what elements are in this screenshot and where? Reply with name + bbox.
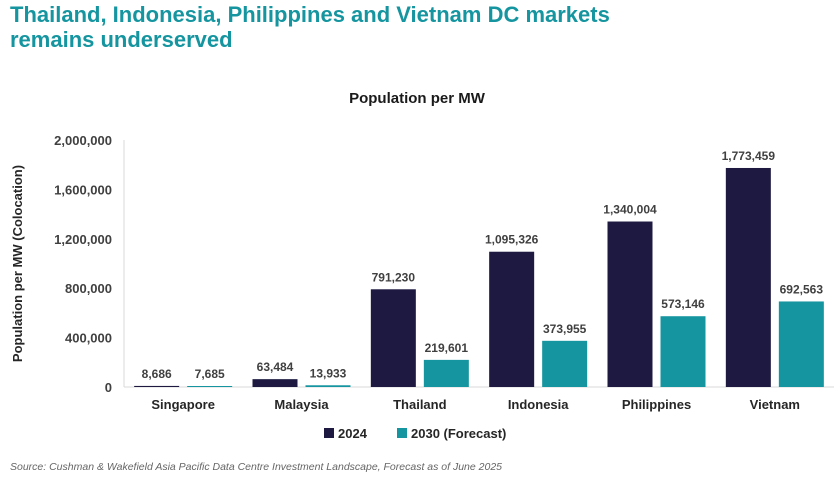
bar-2024-thailand xyxy=(370,289,416,387)
x-tick-label: Indonesia xyxy=(508,397,569,412)
headline-line-1: Thailand, Indonesia, Philippines and Vie… xyxy=(10,2,610,27)
y-tick-label: 1,200,000 xyxy=(54,232,112,247)
bar-2030-malaysia xyxy=(305,385,351,387)
bar-2024-malaysia xyxy=(252,379,298,387)
bar-value-label: 8,686 xyxy=(142,367,172,381)
bar-2030-vietnam xyxy=(778,301,824,387)
bar-2030-singapore xyxy=(187,386,233,387)
legend-swatch xyxy=(324,428,334,438)
x-tick-label: Malaysia xyxy=(274,397,329,412)
y-tick-label: 1,600,000 xyxy=(54,182,112,197)
bar-2030-philippines xyxy=(660,316,706,387)
bar-2024-singapore xyxy=(134,385,180,387)
bar-2030-thailand xyxy=(423,359,469,387)
headline: Thailand, Indonesia, Philippines and Vie… xyxy=(10,2,810,52)
y-axis-title: Population per MW (Colocation) xyxy=(10,165,25,362)
bar-2030-indonesia xyxy=(542,340,588,387)
bar-value-label: 1,340,004 xyxy=(603,203,657,217)
bar-value-label: 1,773,459 xyxy=(722,149,776,163)
y-tick-label: 2,000,000 xyxy=(54,133,112,148)
bar-value-label: 1,095,326 xyxy=(485,233,539,247)
bar-2024-vietnam xyxy=(725,167,771,387)
y-tick-label: 0 xyxy=(105,380,112,395)
bar-value-label: 219,601 xyxy=(425,341,469,355)
legend-label: 2030 (Forecast) xyxy=(411,426,506,441)
bar-chart: 0 400,000 800,000 1,200,000 1,600,000 2,000,0… xyxy=(10,133,834,441)
bar-value-label: 791,230 xyxy=(372,270,416,284)
bar-value-label: 692,563 xyxy=(780,282,824,296)
legend-swatch xyxy=(397,428,407,438)
bar-value-label: 7,685 xyxy=(195,367,225,381)
bar-2024-philippines xyxy=(607,221,653,387)
x-tick-label: Philippines xyxy=(622,397,691,412)
y-tick-label: 800,000 xyxy=(65,281,112,296)
x-tick-label: Singapore xyxy=(151,397,215,412)
bar-value-label: 373,955 xyxy=(543,322,587,336)
y-tick-label: 400,000 xyxy=(65,331,112,346)
bar-value-label: 63,484 xyxy=(257,360,294,374)
x-tick-label: Thailand xyxy=(393,397,447,412)
headline-line-2: remains underserved xyxy=(10,27,233,52)
x-tick-label: Vietnam xyxy=(750,397,800,412)
bar-2024-indonesia xyxy=(489,251,535,387)
source-note: Source: Cushman & Wakefield Asia Pacific… xyxy=(10,461,503,473)
bar-value-label: 13,933 xyxy=(310,366,347,380)
bar-value-label: 573,146 xyxy=(661,297,705,311)
legend-label: 2024 xyxy=(338,426,368,441)
chart-title: Population per MW xyxy=(349,90,485,107)
